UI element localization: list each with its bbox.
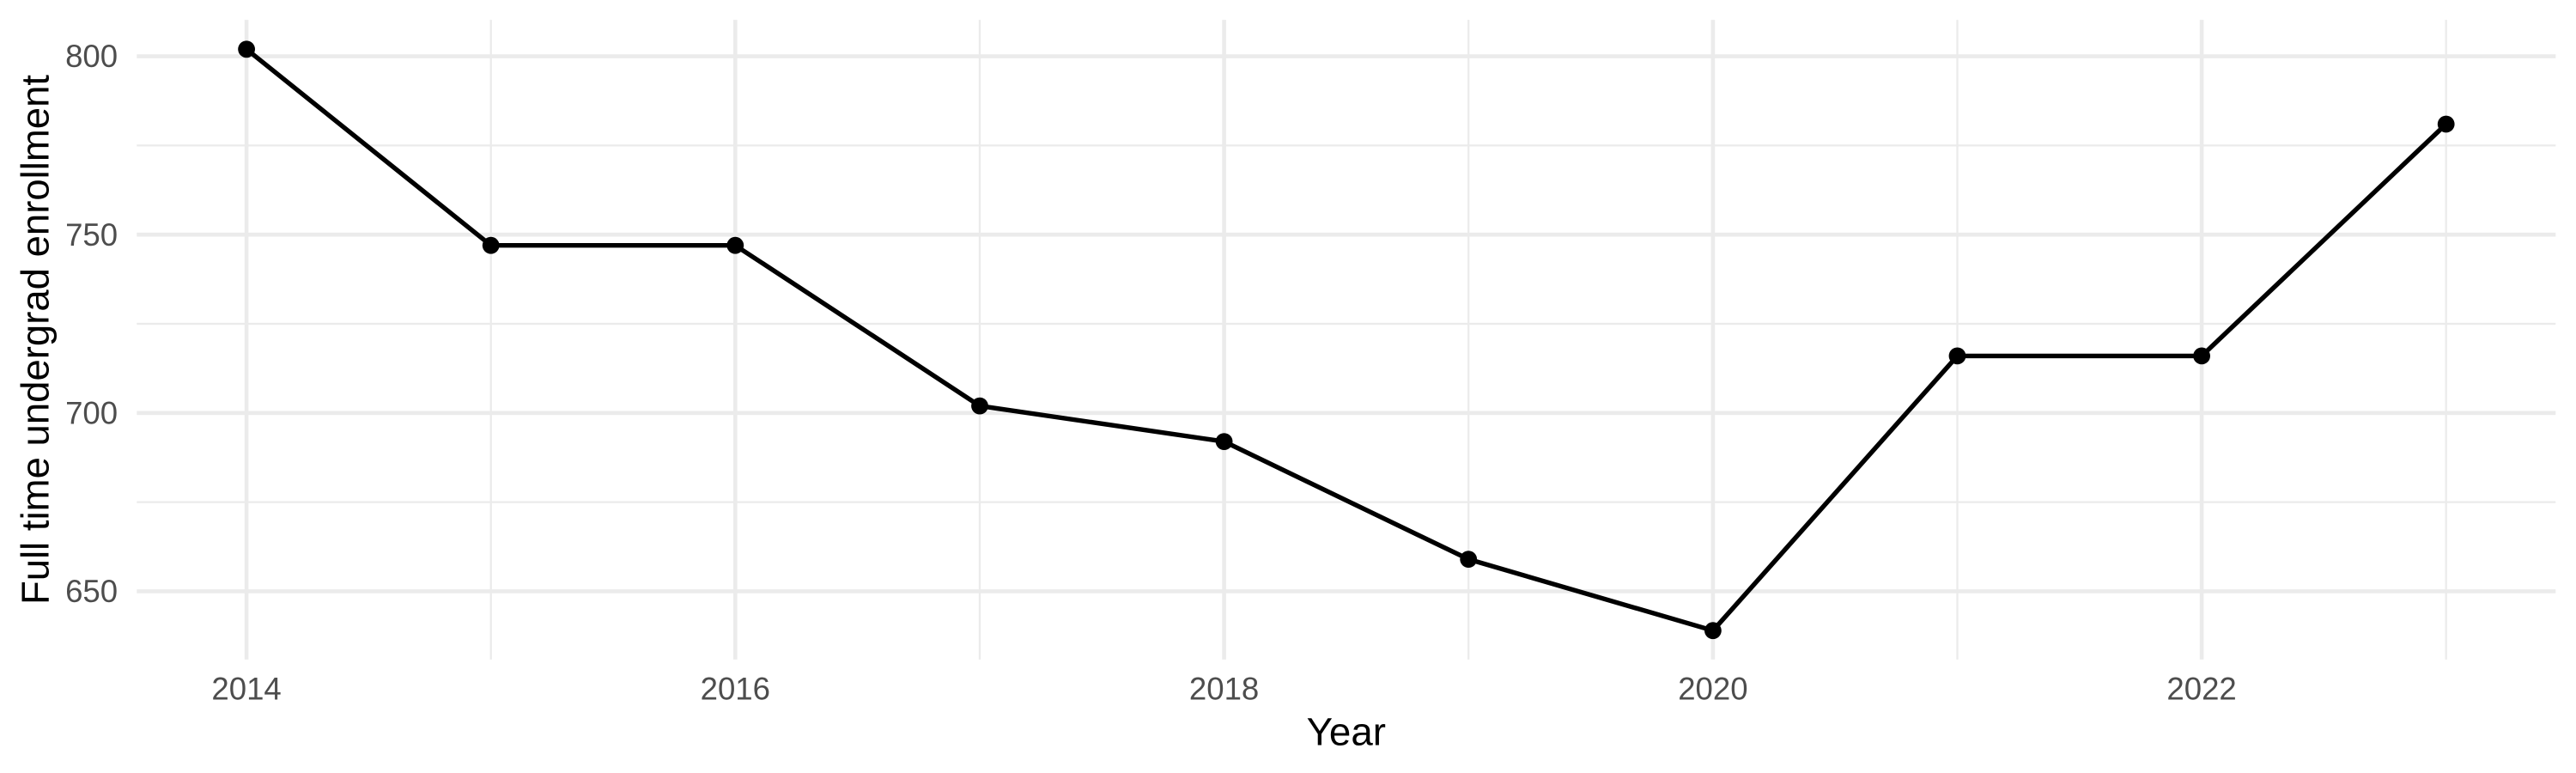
- svg-text:2022: 2022: [2166, 671, 2236, 706]
- svg-text:800: 800: [65, 39, 118, 74]
- svg-text:750: 750: [65, 217, 118, 253]
- svg-text:Full time undergrad enrollment: Full time undergrad enrollment: [14, 75, 58, 605]
- svg-text:Year: Year: [1307, 709, 1386, 753]
- svg-text:2016: 2016: [701, 671, 770, 706]
- svg-text:650: 650: [65, 574, 118, 609]
- svg-text:2020: 2020: [1678, 671, 1747, 706]
- svg-text:700: 700: [65, 395, 118, 430]
- svg-text:2018: 2018: [1189, 671, 1259, 706]
- svg-text:2014: 2014: [211, 671, 281, 706]
